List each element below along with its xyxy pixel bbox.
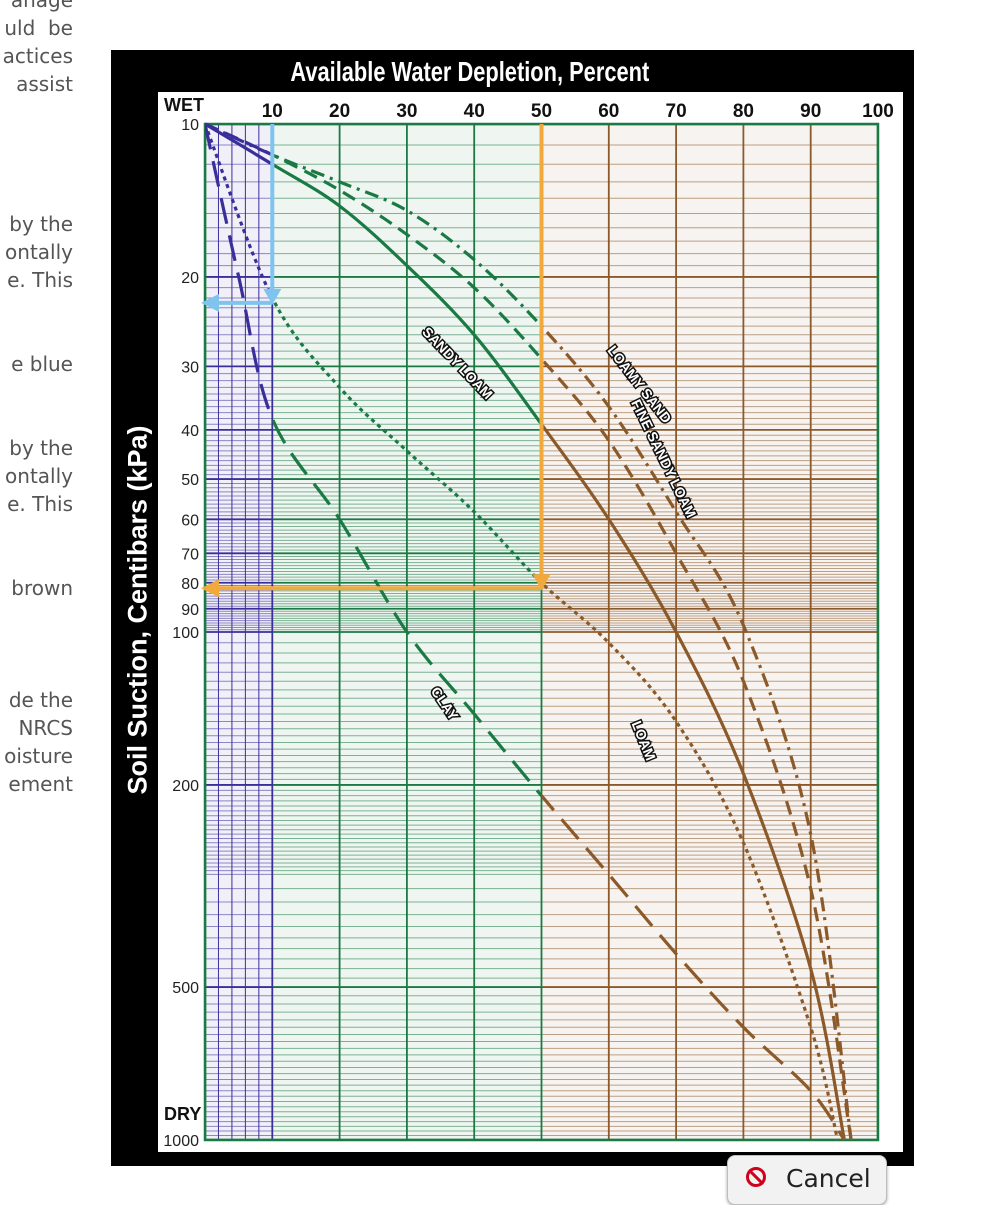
x-tick-label: 100 — [862, 101, 894, 122]
side-text-line: ement — [8, 772, 73, 796]
y-tick-label: 100 — [172, 625, 199, 642]
x-tick-label: 80 — [733, 101, 754, 122]
side-text-line: by the — [9, 436, 73, 460]
y-bottom-label: DRY — [164, 1104, 201, 1124]
y-tick-label: 60 — [181, 512, 199, 529]
side-text-line: anage — [10, 0, 73, 12]
y-tick-label: 50 — [181, 472, 199, 489]
y-tick-label: 40 — [181, 423, 199, 440]
y-tick-label: 200 — [172, 778, 199, 795]
blue-arrow-horizontal-head — [201, 293, 219, 312]
side-text-line: brown — [11, 576, 73, 600]
side-text-line: ontally — [5, 464, 73, 488]
y-tick-label: 1000 — [163, 1133, 199, 1150]
blue-arrow — [201, 124, 282, 312]
chart-title: Available Water Depletion, Percent — [290, 56, 650, 87]
side-text-line: de the — [8, 688, 73, 712]
y-tick-strip — [158, 92, 205, 1152]
series-line-clay — [272, 414, 542, 799]
cancel-icon — [746, 1167, 766, 1187]
bottom-strip — [158, 1140, 903, 1152]
series-line-sandy-loam — [272, 162, 542, 428]
x-tick-label: 30 — [396, 101, 417, 122]
orange-arrow-horizontal-head — [201, 579, 219, 598]
x-tick-label: 10 — [262, 101, 283, 122]
y-tick-label: 10 — [181, 117, 199, 134]
orange-arrow — [201, 124, 551, 598]
x-tick-label: 20 — [329, 101, 350, 122]
y-tick-label: 500 — [172, 980, 199, 997]
side-text-line: e blue — [11, 352, 73, 376]
x-tick-strip — [158, 92, 903, 124]
side-text-line: e. This — [7, 268, 73, 292]
right-strip — [878, 92, 903, 1152]
side-text-line: by the — [9, 212, 73, 236]
y-tick-label: 90 — [181, 602, 199, 619]
side-text-line: oisture — [4, 744, 73, 768]
y-tick-label: 30 — [181, 359, 199, 376]
y-axis-title: Soil Suction, Centibars (kPa) — [122, 425, 153, 795]
series-line-loamy-sand — [272, 153, 542, 329]
y-tick-label: 80 — [181, 576, 199, 593]
series-line-loam — [541, 580, 840, 1141]
x-tick-label: 60 — [598, 101, 619, 122]
series-line-sandy-loam — [541, 421, 846, 1141]
side-text-line: uld be — [4, 16, 73, 40]
side-text-line: NRCS — [18, 716, 73, 740]
side-text-line: actices — [2, 44, 73, 68]
side-text-line: ontally — [5, 240, 73, 264]
side-text-line: assist — [16, 72, 73, 96]
y-tick-label: 20 — [181, 270, 199, 287]
x-tick-label: 40 — [464, 101, 485, 122]
x-tick-label: 90 — [800, 101, 821, 122]
x-start-label: WET — [164, 95, 204, 115]
cancel-button[interactable]: Cancel — [727, 1155, 887, 1205]
orange-arrow-vertical-head — [532, 574, 551, 591]
y-tick-label: 70 — [181, 546, 199, 563]
x-tick-label: 50 — [531, 101, 552, 122]
side-text-line: e. This — [7, 492, 73, 516]
series-line-clay — [205, 123, 273, 423]
series-line-clay — [541, 793, 846, 1141]
blue-arrow-vertical-head — [263, 288, 282, 305]
cancel-label: Cancel — [786, 1164, 871, 1193]
x-tick-label: 70 — [666, 101, 687, 122]
